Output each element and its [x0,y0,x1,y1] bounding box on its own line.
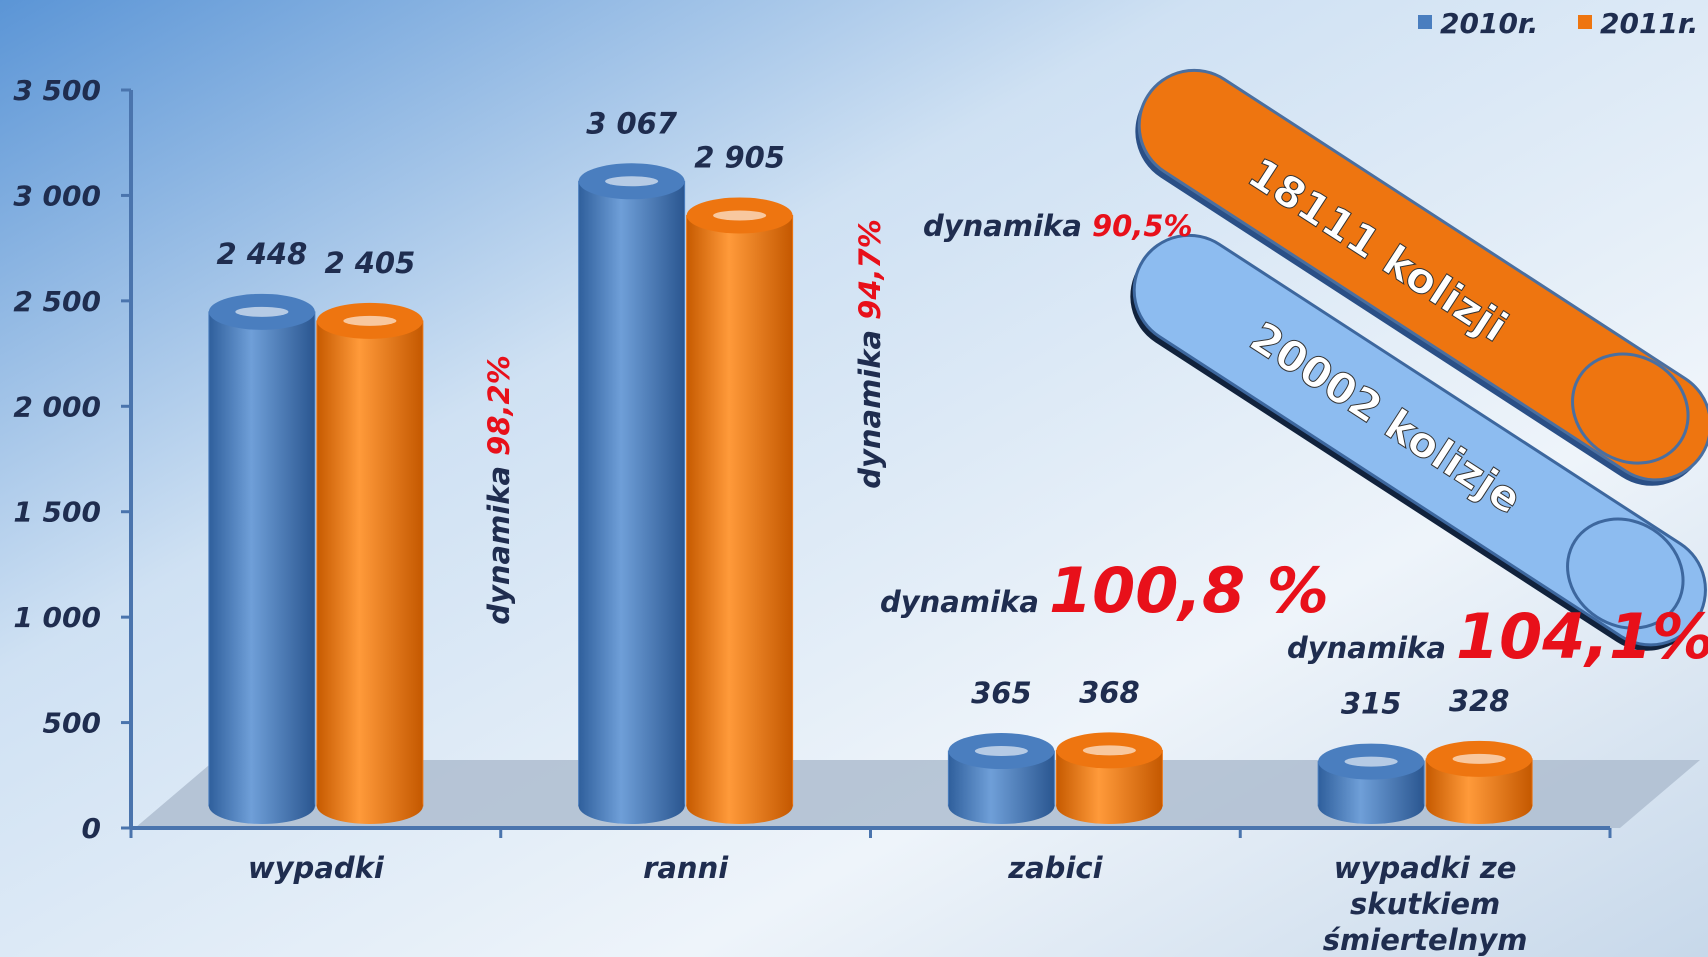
legend-label: 2010r. [1440,7,1538,40]
annotation-label: dynamika [853,320,887,489]
y-tick-label: 2 000 [13,390,101,423]
bar [316,320,424,807]
annotation-label: dynamika [482,456,516,625]
bar [208,311,316,807]
y-tick-label: 3 500 [13,74,101,107]
x-tick-label: zabici [1007,851,1103,885]
value-label: 2 905 [694,140,785,174]
annotation-value: 100,8 % [1049,554,1329,627]
bar [578,180,686,807]
y-tick-label: 1 500 [13,496,101,529]
legend-label: 2011r. [1600,7,1698,40]
legend-swatch [1578,15,1592,29]
annotation-label: dynamika [880,585,1049,619]
bar-cap-shine [1344,756,1398,767]
bar-base [686,788,793,824]
value-label: 368 [1079,675,1140,709]
bar-base [316,788,423,824]
bar-base [1318,788,1425,824]
bar-base [208,788,315,824]
bar-cap-shine [343,315,397,326]
bar-base [948,788,1055,824]
annotation-value: 90,5% [1092,209,1193,243]
annotation: dynamika 98,2% [482,355,516,625]
annotation-value: 104,1% [1456,600,1708,673]
annotation-value: 98,2% [482,355,516,456]
annotation-label: dynamika [1287,631,1456,665]
y-tick-label: 0 [82,812,101,845]
y-tick-label: 2 500 [13,285,101,318]
annotation-value: 94,7% [853,219,887,320]
annotation: dynamika 100,8 % [880,554,1329,627]
x-tick-label: ranni [643,851,729,885]
annotation-label: dynamika [923,209,1092,243]
bar-cap-shine [1082,745,1136,756]
bar-cap-shine [974,746,1028,757]
bar-base [1056,788,1163,824]
annotation: dynamika 94,7% [853,219,887,489]
y-tick-label: 500 [43,707,101,740]
x-tick-label: wypadki ze skutkiem śmiertelnym [1323,851,1528,957]
bar-cap-shine [1452,753,1506,764]
floor [135,760,1700,828]
x-tick-label: wypadki [248,851,385,885]
bar [686,214,794,807]
bar-base [1426,788,1533,824]
value-label: 3 067 [586,106,678,140]
bar-base [578,788,685,824]
legend-swatch [1418,15,1432,29]
y-tick-label: 1 000 [13,601,101,634]
value-label: 365 [971,676,1032,710]
value-label: 2 448 [216,237,307,271]
bar-cap-shine [713,210,767,221]
bar-cap-shine [235,306,289,317]
bar-cap-shine [605,176,659,187]
callouts [1130,68,1708,651]
annotation: dynamika 90,5% [923,209,1193,243]
value-label: 315 [1341,687,1402,721]
value-label: 2 405 [324,246,415,280]
annotation: dynamika 104,1% [1287,600,1708,673]
y-tick-label: 3 000 [13,179,101,212]
value-label: 328 [1449,684,1510,718]
